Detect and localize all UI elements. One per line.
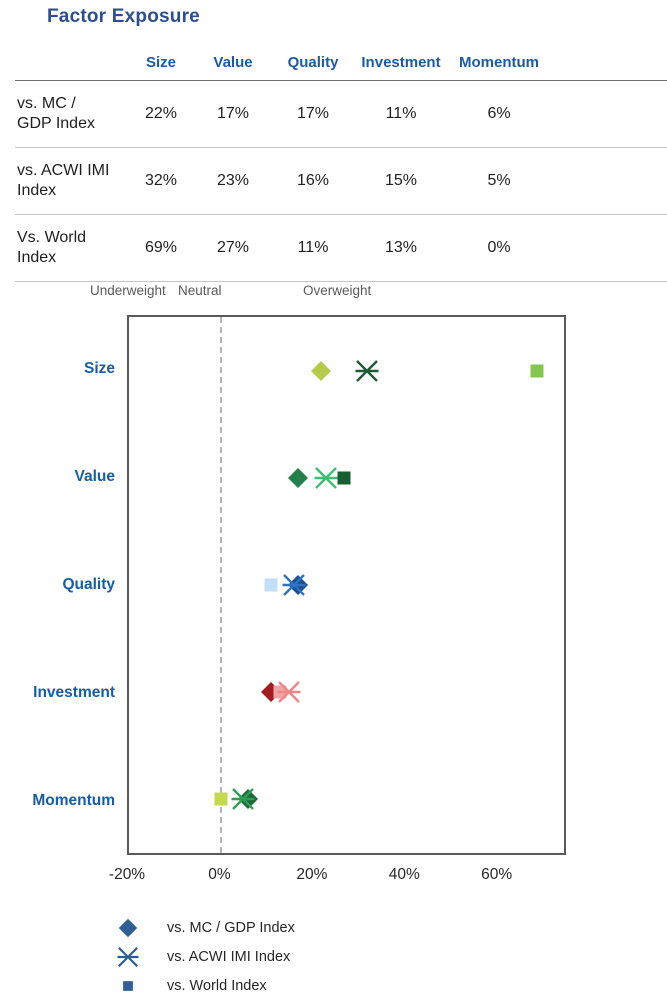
legend-label: vs. MC / GDP Index: [167, 920, 295, 936]
col-header-value: Value: [213, 54, 253, 71]
col-header-size: Size: [145, 54, 176, 71]
zone-label-neutral: Neutral: [178, 283, 222, 298]
cell-value: 5%: [487, 172, 511, 189]
table-corner-cell: [15, 46, 127, 81]
diamond-icon: [115, 917, 141, 939]
marker-diamond-size: [309, 359, 333, 383]
zone-labels: Underweight Neutral Overweight: [0, 283, 667, 299]
category-label-value: Value: [74, 468, 116, 485]
legend-label: vs. World Index: [167, 978, 267, 994]
cell-value: 15%: [384, 172, 418, 189]
category-label-investment: Investment: [33, 684, 115, 701]
marker-x-value: [314, 466, 338, 490]
col-header-momentum: Momentum: [459, 54, 539, 71]
cell-value: 11%: [297, 239, 329, 256]
marker-x-momentum: [231, 787, 255, 811]
cell-value: 6%: [487, 105, 511, 122]
cell-value: 0%: [487, 239, 511, 256]
square-icon: [115, 977, 141, 995]
x-tick-label: 60%: [481, 866, 513, 883]
cell-value: 16%: [296, 172, 330, 189]
row-label-mc-gdp: vs. MC / GDP Index: [17, 95, 95, 132]
marker-diamond-value: [286, 466, 310, 490]
cell-value: 11%: [385, 105, 417, 122]
legend-item-diamond: vs. MC / GDP Index: [115, 916, 295, 940]
marker-x-investment: [277, 680, 301, 704]
col-header-quality: Quality: [287, 54, 339, 71]
x-axis-ticks: -20% 0% 20% 40% 60%: [109, 866, 566, 888]
category-axis: Size Value Quality Investment Momentum: [0, 315, 115, 855]
table-row: vs. MC / GDP Index 22% 17% 17% 11% 6%: [15, 81, 667, 148]
cell-value: 17%: [216, 105, 250, 122]
cell-value: 22%: [144, 105, 178, 122]
cell-value: 27%: [216, 239, 250, 256]
cell-filler: [551, 215, 667, 282]
zone-label-overweight: Overweight: [303, 283, 372, 298]
marker-square-momentum: [209, 787, 233, 811]
table-filler-cell: [551, 46, 667, 81]
table-row: Vs. World Index 69% 27% 11% 13% 0%: [15, 215, 667, 282]
marker-square-quality: [259, 573, 283, 597]
category-label-size: Size: [83, 360, 115, 377]
marker-x-size: [355, 359, 379, 383]
category-label-quality: Quality: [62, 576, 115, 593]
row-label-acwi-imi: vs. ACWI IMI Index: [17, 162, 110, 199]
x-icon: [115, 946, 141, 968]
legend-item-square: vs. World Index: [115, 974, 267, 998]
cell-value: 23%: [216, 172, 250, 189]
table-row: vs. ACWI IMI Index 32% 23% 16% 15% 5%: [15, 148, 667, 215]
factor-exposure-table: Size Value Quality Investment Momentum v…: [15, 46, 667, 282]
cell-filler: [551, 81, 667, 148]
x-tick-label: 40%: [388, 866, 420, 883]
marker-x-quality: [282, 573, 306, 597]
category-label-momentum: Momentum: [32, 792, 115, 809]
x-tick-label: 20%: [296, 866, 328, 883]
table-header-row: Size Value Quality Investment Momentum: [15, 46, 667, 81]
x-tick-label: -20%: [108, 866, 146, 883]
legend-item-x: vs. ACWI IMI Index: [115, 945, 290, 969]
cell-value: 69%: [144, 239, 178, 256]
marker-square-size: [525, 359, 549, 383]
row-label-world: Vs. World Index: [17, 229, 87, 266]
col-header-investment: Investment: [361, 54, 441, 71]
page-title: Factor Exposure: [47, 6, 200, 27]
zero-dashed-line: [219, 317, 222, 853]
marker-square-value: [332, 466, 356, 490]
cell-value: 32%: [144, 172, 178, 189]
legend-label: vs. ACWI IMI Index: [167, 949, 291, 965]
cell-value: 17%: [296, 105, 330, 122]
cell-value: 13%: [384, 239, 418, 256]
plot-area: [127, 315, 566, 855]
x-tick-label: 0%: [208, 866, 231, 883]
cell-filler: [551, 148, 667, 215]
zone-label-underweight: Underweight: [90, 283, 166, 298]
